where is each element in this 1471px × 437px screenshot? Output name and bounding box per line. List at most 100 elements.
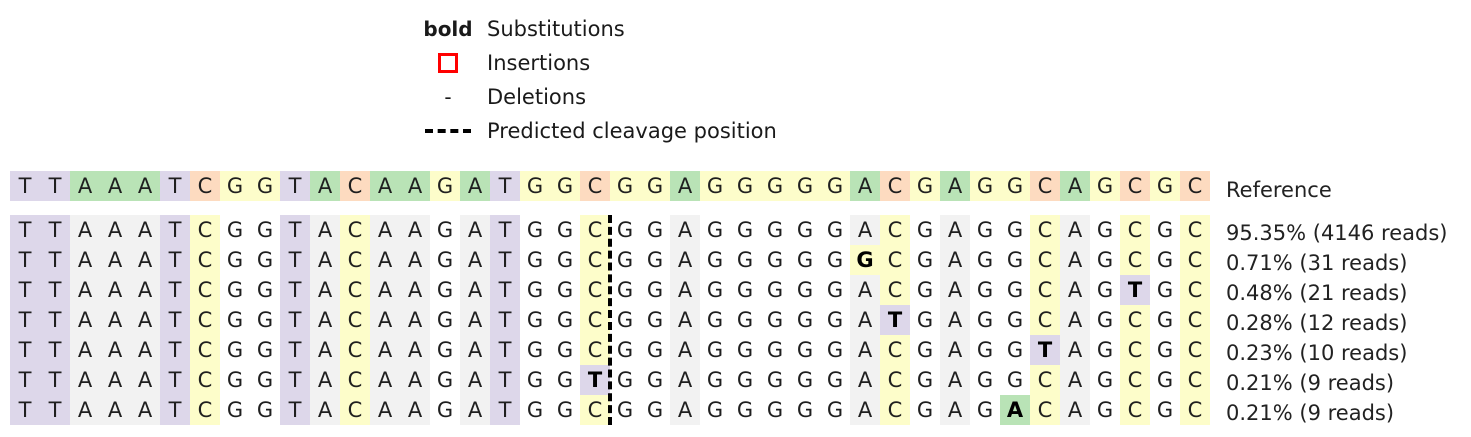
base-cell: A xyxy=(460,305,490,335)
base-cell: A xyxy=(850,365,880,395)
base-cell: C xyxy=(1120,215,1150,245)
base-cell: G xyxy=(1000,245,1030,275)
base-cell: G xyxy=(610,395,640,425)
base-cell: G xyxy=(790,245,820,275)
base-cell: A xyxy=(1060,305,1090,335)
base-cell: A xyxy=(130,395,160,425)
base-cell: C xyxy=(1180,215,1210,245)
base-cell: C xyxy=(880,335,910,365)
allele-frequency-label: 0.23% (10 reads) xyxy=(1226,341,1408,365)
base-cell: G xyxy=(760,365,790,395)
base-cell: T xyxy=(40,365,70,395)
base-cell: A xyxy=(940,215,970,245)
base-cell: G xyxy=(1090,245,1120,275)
base-cell: T xyxy=(10,215,40,245)
base-cell: T xyxy=(490,275,520,305)
base-cell: A xyxy=(670,395,700,425)
base-cell: A xyxy=(940,335,970,365)
base-cell: G xyxy=(1000,305,1030,335)
base-cell: C xyxy=(580,335,610,365)
base-cell: G xyxy=(250,365,280,395)
base-cell: C xyxy=(1030,245,1060,275)
base-cell: T xyxy=(10,365,40,395)
base-cell: A xyxy=(400,245,430,275)
base-cell: T xyxy=(280,365,310,395)
base-cell: A xyxy=(70,335,100,365)
base-cell: G xyxy=(820,395,850,425)
base-cell: G xyxy=(730,365,760,395)
base-cell: A xyxy=(1060,275,1090,305)
base-cell: T xyxy=(10,335,40,365)
base-cell: G xyxy=(790,275,820,305)
base-cell: G xyxy=(520,395,550,425)
base-cell: G xyxy=(1150,245,1180,275)
legend-substitutions: bold Substitutions xyxy=(420,12,820,46)
base-cell: G xyxy=(970,305,1000,335)
base-cell: G xyxy=(1000,275,1030,305)
base-cell: A xyxy=(1060,395,1090,425)
base-cell: G xyxy=(640,275,670,305)
base-cell: G xyxy=(610,305,640,335)
substitution-base: T xyxy=(580,365,610,395)
base-cell: C xyxy=(1030,365,1060,395)
base-cell: G xyxy=(760,335,790,365)
base-cell: G xyxy=(250,215,280,245)
base-cell: A xyxy=(100,245,130,275)
base-cell: A xyxy=(670,171,700,201)
base-cell: A xyxy=(370,171,400,201)
base-cell: C xyxy=(190,245,220,275)
base-cell: G xyxy=(760,171,790,201)
base-cell: A xyxy=(1060,245,1090,275)
base-cell: A xyxy=(70,245,100,275)
base-cell: T xyxy=(40,305,70,335)
base-cell: G xyxy=(640,245,670,275)
base-cell: A xyxy=(370,365,400,395)
base-cell: G xyxy=(250,335,280,365)
base-cell: T xyxy=(160,335,190,365)
base-cell: T xyxy=(490,335,520,365)
base-cell: C xyxy=(1180,171,1210,201)
base-cell: A xyxy=(850,171,880,201)
base-cell: T xyxy=(160,305,190,335)
base-cell: G xyxy=(730,245,760,275)
base-cell: C xyxy=(1120,305,1150,335)
base-cell: A xyxy=(670,215,700,245)
base-cell: T xyxy=(10,171,40,201)
base-cell: C xyxy=(340,171,370,201)
base-cell: A xyxy=(400,365,430,395)
deletion-symbol: - xyxy=(444,85,452,109)
base-cell: G xyxy=(640,171,670,201)
base-cell: G xyxy=(220,335,250,365)
base-cell: G xyxy=(520,275,550,305)
base-cell: A xyxy=(1060,335,1090,365)
base-cell: C xyxy=(880,365,910,395)
base-cell: G xyxy=(550,305,580,335)
base-cell: T xyxy=(490,395,520,425)
base-cell: A xyxy=(1060,215,1090,245)
base-cell: G xyxy=(640,335,670,365)
base-cell: A xyxy=(100,395,130,425)
base-cell: A xyxy=(100,305,130,335)
base-cell: A xyxy=(370,245,400,275)
base-cell: G xyxy=(820,335,850,365)
base-cell: G xyxy=(550,275,580,305)
base-cell: A xyxy=(400,395,430,425)
base-cell: G xyxy=(220,305,250,335)
base-cell: G xyxy=(820,305,850,335)
legend-cleavage: Predicted cleavage position xyxy=(420,114,820,148)
base-cell: G xyxy=(730,275,760,305)
base-cell: G xyxy=(550,245,580,275)
base-cell: C xyxy=(880,395,910,425)
dashed-line-icon xyxy=(420,114,476,148)
base-cell: C xyxy=(1180,275,1210,305)
allele-frequency-label: 0.21% (9 reads) xyxy=(1226,401,1395,425)
base-cell: G xyxy=(910,275,940,305)
base-cell: T xyxy=(40,171,70,201)
base-cell: G xyxy=(430,335,460,365)
base-cell: T xyxy=(10,245,40,275)
base-cell: G xyxy=(640,365,670,395)
base-cell: G xyxy=(730,335,760,365)
base-cell: A xyxy=(370,395,400,425)
